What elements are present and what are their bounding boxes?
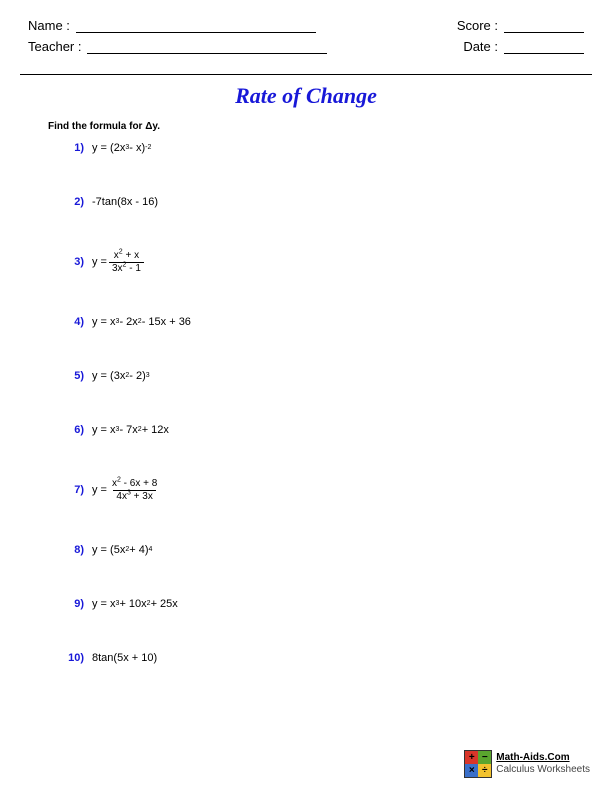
footer: + − × ÷ Math-Aids.Com Calculus Worksheet… [464, 750, 590, 778]
math-aids-icon: + − × ÷ [464, 750, 492, 778]
problem-expression: 8tan(5x + 10) [92, 652, 157, 664]
problem-row: 7) y = x2 - 6x + 84x3 + 3x [58, 478, 612, 502]
problem-expression: y = x2 - 6x + 84x3 + 3x [92, 478, 162, 502]
problem-row: 2) -7tan(8x - 16) [58, 196, 612, 208]
problem-row: 3) y = x2 + x3x2 - 1 [58, 250, 612, 274]
problem-row: 4) y = x3 - 2x2 - 15x + 36 [58, 316, 612, 328]
problem-expression: y = x3 + 10x2 + 25x [92, 598, 178, 610]
problem-expression: y = x2 + x3x2 - 1 [92, 250, 146, 274]
problem-expression: y = (2x3 - x)-2 [92, 142, 151, 154]
problem-row: 6) y = x3 - 7x2 + 12x [58, 424, 612, 436]
header-divider [20, 74, 592, 75]
teacher-label: Teacher : [28, 39, 81, 54]
score-line [504, 19, 584, 33]
problem-number: 3) [58, 256, 84, 268]
footer-text: Math-Aids.Com Calculus Worksheets [496, 752, 590, 776]
problem-number: 5) [58, 370, 84, 382]
problem-row: 1) y = (2x3 - x)-2 [58, 142, 612, 154]
problem-number: 6) [58, 424, 84, 436]
problem-expression: -7tan(8x - 16) [92, 196, 158, 208]
problem-expression: y = x3 - 7x2 + 12x [92, 424, 169, 436]
problem-row: 5) y = (3x2 - 2)3 [58, 370, 612, 382]
problem-row: 8) y = (5x2 + 4)4 [58, 544, 612, 556]
problem-expression: y = (3x2 - 2)3 [92, 370, 150, 382]
problem-expression: y = (5x2 + 4)4 [92, 544, 152, 556]
worksheet-header: Name : Score : Teacher : Date : [0, 0, 612, 68]
score-label: Score : [457, 18, 498, 33]
footer-subtitle: Calculus Worksheets [496, 764, 590, 776]
name-line [76, 19, 316, 33]
page-title: Rate of Change [0, 83, 612, 109]
date-label: Date : [463, 39, 498, 54]
teacher-line [87, 40, 327, 54]
problem-row: 10) 8tan(5x + 10) [58, 652, 612, 664]
problem-row: 9) y = x3 + 10x2 + 25x [58, 598, 612, 610]
problem-number: 1) [58, 142, 84, 154]
problem-number: 10) [58, 652, 84, 664]
footer-site: Math-Aids.Com [496, 752, 590, 764]
problem-number: 9) [58, 598, 84, 610]
problem-list: 1) y = (2x3 - x)-2 2) -7tan(8x - 16) 3) y = x… [0, 142, 612, 664]
problem-expression: y = x3 - 2x2 - 15x + 36 [92, 316, 191, 328]
problem-number: 8) [58, 544, 84, 556]
problem-number: 4) [58, 316, 84, 328]
problem-number: 7) [58, 484, 84, 496]
date-line [504, 40, 584, 54]
problem-number: 2) [58, 196, 84, 208]
name-label: Name : [28, 18, 70, 33]
instruction-text: Find the formula for Δy. [48, 121, 612, 132]
